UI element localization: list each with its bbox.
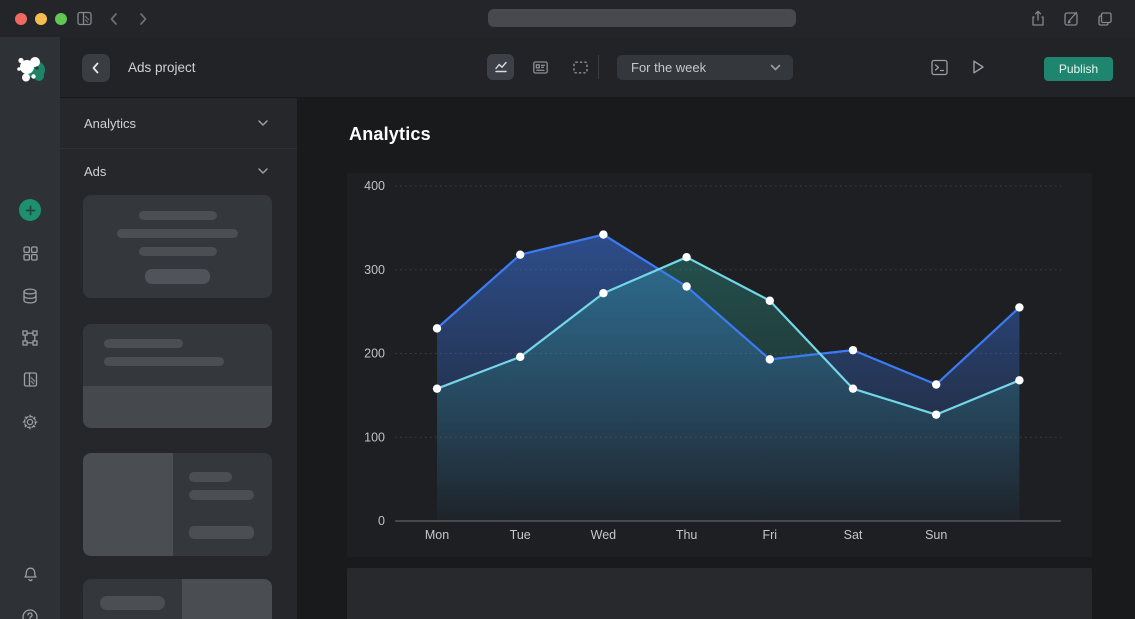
placeholder-card-text[interactable] — [83, 195, 272, 298]
app-logo[interactable] — [0, 51, 60, 89]
blue-data-point[interactable] — [848, 345, 858, 355]
cyan-data-point[interactable] — [1015, 376, 1024, 385]
sidebar-section-ads[interactable]: Ads — [60, 149, 297, 193]
y-tick-label: 300 — [364, 263, 385, 277]
blue-data-point[interactable] — [1015, 303, 1024, 312]
skeleton-image — [83, 386, 272, 428]
next-section-panel[interactable] — [347, 568, 1092, 619]
sidebar-divider — [60, 148, 297, 149]
maximize-window-button[interactable] — [55, 12, 67, 25]
blue-data-point[interactable] — [432, 324, 442, 333]
x-tick-label: Tue — [510, 528, 531, 542]
settings-gear-icon[interactable] — [0, 413, 60, 431]
cyan-data-point[interactable] — [682, 252, 691, 262]
x-tick-label: Wed — [591, 528, 617, 542]
cyan-data-point[interactable] — [932, 410, 941, 419]
analytics-chart-svg: 0 100 200 300 400 Mon Tue Wed Thu Fri Sat Sun — [364, 179, 1061, 542]
notifications-bell-icon[interactable] — [0, 566, 60, 583]
skeleton-line — [139, 247, 217, 256]
skeleton-line — [104, 357, 224, 366]
cyan-data-point[interactable] — [432, 384, 442, 393]
titlebar — [0, 0, 1135, 37]
sidebar-toggle-icon[interactable] — [76, 10, 93, 27]
blue-data-point[interactable] — [765, 355, 774, 364]
share-icon[interactable] — [1030, 10, 1046, 28]
x-tick-label: Mon — [425, 528, 449, 542]
x-tick-label: Sat — [844, 528, 863, 542]
back-button[interactable] — [82, 54, 110, 82]
console-icon[interactable] — [930, 58, 949, 77]
placeholder-card-media[interactable] — [83, 453, 272, 556]
card-view-button[interactable] — [527, 54, 554, 80]
skeleton-image — [182, 579, 272, 619]
traffic-lights — [15, 0, 67, 37]
forward-icon[interactable] — [135, 11, 151, 27]
address-bar[interactable] — [488, 9, 796, 27]
chevron-down-icon[interactable] — [256, 116, 297, 130]
database-icon[interactable] — [0, 287, 60, 305]
chevron-down-icon[interactable] — [256, 164, 297, 178]
skeleton-button — [100, 596, 165, 610]
cyan-series-line — [435, 256, 1021, 416]
cyan-data-point[interactable] — [516, 352, 525, 362]
placeholder-card-banner[interactable] — [83, 324, 272, 428]
blue-data-point[interactable] — [682, 282, 691, 291]
cyan-data-point[interactable] — [765, 296, 774, 305]
blue-series-line — [435, 233, 1021, 386]
cyan-data-point[interactable] — [848, 384, 858, 393]
section-label: Ads — [84, 163, 107, 179]
main-canvas: Analytics 0 100 200 300 400 Mon Tue Wed Thu Fri Sa… — [297, 98, 1135, 619]
x-tick-label: Fri — [763, 528, 778, 542]
y-tick-label: 400 — [364, 179, 385, 193]
chevron-down-icon — [769, 61, 793, 74]
skeleton-button — [145, 269, 210, 284]
preview-play-icon[interactable] — [969, 58, 987, 76]
apps-grid-icon[interactable] — [0, 245, 60, 262]
y-tick-label: 200 — [364, 347, 385, 361]
analytics-chart-panel[interactable]: 0 100 200 300 400 Mon Tue Wed Thu Fri Sat Sun — [347, 173, 1092, 557]
section-label: Analytics — [84, 115, 137, 131]
blue-data-point[interactable] — [516, 250, 525, 259]
cyan-data-point[interactable] — [599, 289, 608, 298]
line-chart-view-button[interactable] — [487, 54, 514, 80]
range-dropdown-value: For the week — [631, 60, 707, 75]
blue-data-point[interactable] — [932, 380, 941, 389]
sidebar-section-analytics[interactable]: Analytics — [60, 98, 297, 148]
cyan-series-area — [437, 257, 1020, 521]
skeleton-line — [189, 490, 254, 500]
chart-title: Analytics — [349, 124, 431, 144]
frame-view-button[interactable] — [567, 54, 594, 80]
header-right-tools — [930, 37, 987, 97]
blue-data-point[interactable] — [599, 230, 608, 239]
help-icon[interactable] — [0, 608, 60, 619]
notebook-icon[interactable] — [0, 371, 60, 388]
stack-icon[interactable] — [1097, 11, 1113, 27]
skeleton-line — [189, 472, 232, 482]
header-divider — [598, 55, 599, 79]
y-tick-label: 0 — [378, 514, 385, 528]
y-tick-label: 100 — [364, 430, 385, 444]
component-frame-icon[interactable] — [0, 329, 60, 347]
range-dropdown[interactable]: For the week — [617, 55, 793, 80]
skeleton-line — [139, 211, 217, 220]
elements-sidebar: Analytics Ads — [60, 98, 297, 619]
compose-icon[interactable] — [1063, 10, 1080, 27]
header: Ads project For the week — [60, 37, 1135, 98]
project-title: Ads project — [128, 59, 196, 75]
placeholder-card-split[interactable] — [83, 579, 272, 619]
x-tick-label: Thu — [676, 528, 698, 542]
view-switcher — [487, 54, 594, 80]
skeleton-button — [189, 526, 254, 539]
publish-button[interactable]: Publish — [1044, 57, 1113, 81]
icon-rail — [0, 37, 60, 619]
close-window-button[interactable] — [15, 12, 27, 25]
minimize-window-button[interactable] — [35, 12, 47, 25]
skeleton-image — [83, 453, 173, 556]
skeleton-line — [104, 339, 183, 348]
skeleton-line — [117, 229, 238, 238]
back-icon[interactable] — [106, 11, 122, 27]
add-plus-button[interactable] — [0, 199, 60, 221]
x-tick-label: Sun — [925, 528, 947, 542]
